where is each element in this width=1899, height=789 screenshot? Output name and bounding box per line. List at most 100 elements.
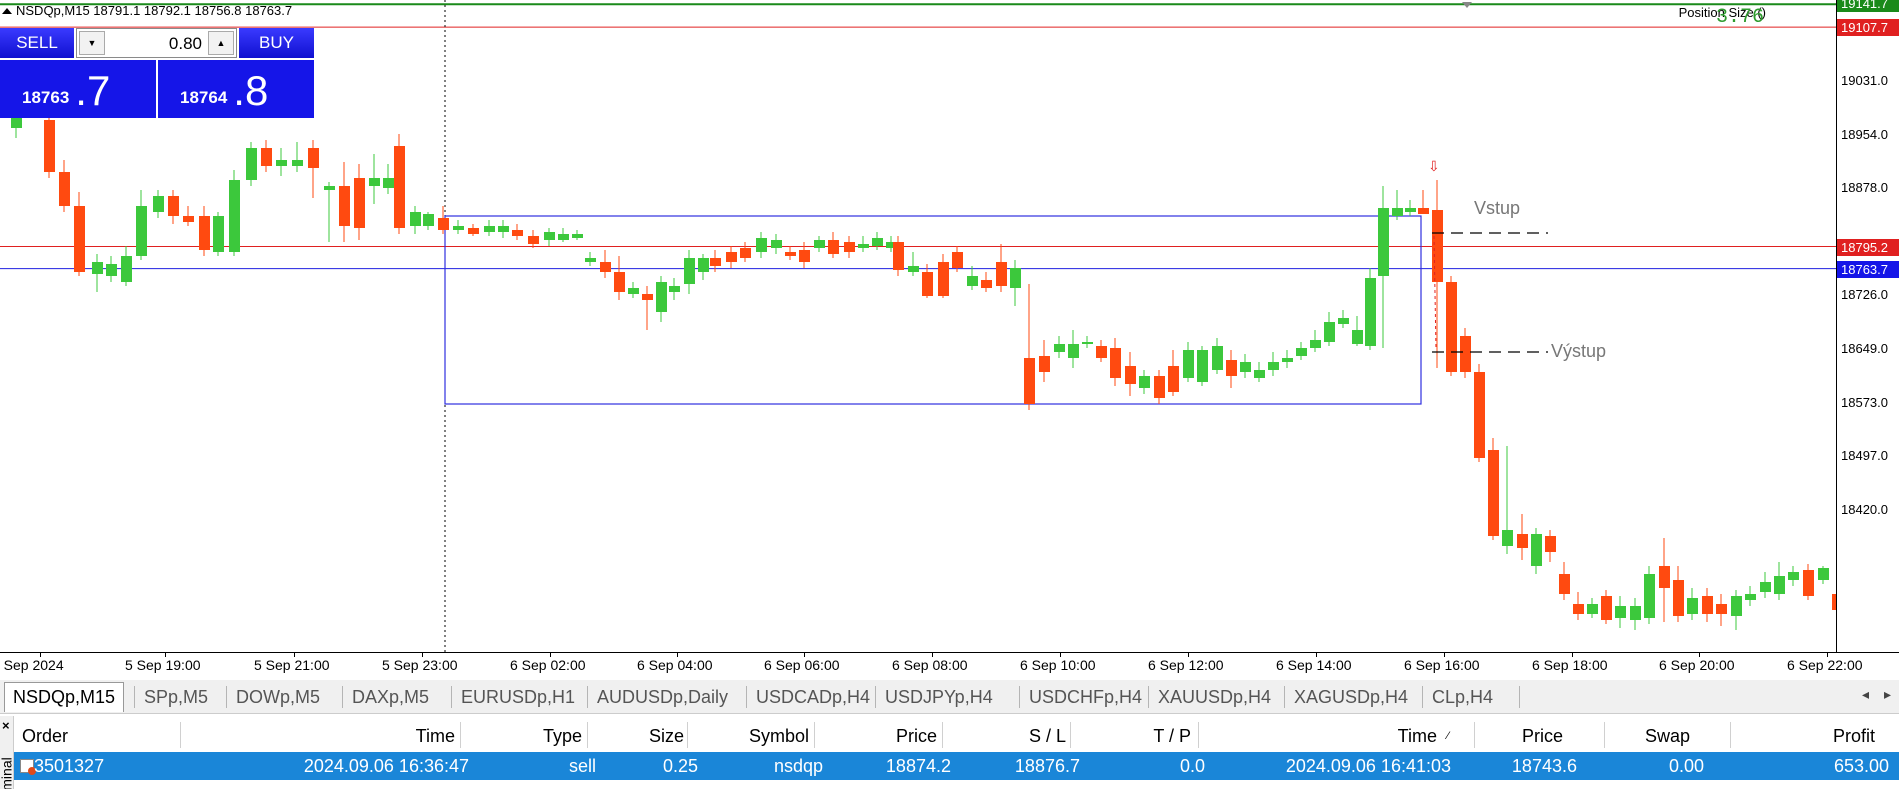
table-row[interactable]: 3501327 2024.09.06 16:36:47 sell 0.25 nsdqp 1… [14,752,1899,780]
candle-body [1788,572,1799,580]
column-header[interactable]: Price [895,726,937,746]
column-header[interactable]: Time [1397,726,1437,746]
tabs-scroll-right-icon[interactable]: ▸ [1883,686,1891,702]
candle-body [1760,582,1771,592]
symbol-tab[interactable]: XAUUSDp,H4 [1158,686,1272,707]
candle-body [1673,580,1684,616]
symbol-tab[interactable]: DOWp,M5 [236,686,321,707]
candle-body [276,160,287,166]
column-separator [942,722,943,748]
candle-body [484,226,495,232]
candle-body [1024,358,1035,404]
lot-increase-icon[interactable]: ▲ [208,31,234,55]
candle-body [1818,568,1829,580]
table-cell: 18874.2 [885,756,951,776]
candle-body [1460,336,1471,372]
time-tick-mark [1572,653,1573,657]
candle-body [1474,372,1485,458]
candle-body [1110,348,1121,378]
symbol-tab[interactable]: NSDQp,M15 [4,682,125,712]
symbol-header: NSDQp,M15 18791.1 18792.1 18756.8 18763.… [2,3,292,18]
price-axis[interactable]: 19031.0 18954.0 18878.0 18726.0 18649.0 18573… [1836,0,1899,652]
candle-body [1212,346,1223,370]
candle-body [844,242,855,252]
range-box [444,215,1422,405]
candle-body [710,258,721,266]
price-tick: 18497.0 [1841,447,1888,463]
column-separator [460,722,461,748]
symbol-tab[interactable]: EURUSDp,H1 [461,686,576,707]
time-tick: 6 Sep 08:00 [892,657,968,673]
symbol-tab[interactable]: SPp,M5 [144,686,209,707]
column-header[interactable]: Size [648,726,684,746]
candle-body [339,186,350,226]
column-header[interactable]: Type [542,726,582,746]
column-header[interactable]: T / P [1153,726,1191,746]
column-header[interactable]: Swap [1644,726,1690,746]
candle-body [1405,208,1416,212]
candle-body [1082,342,1093,344]
column-header[interactable]: Price [1521,726,1563,746]
tab-separator [134,686,135,708]
candle-body [136,206,147,256]
price-chart[interactable]: ⇩ Vstup Výstup NSDQp,M15 18791.1 18792.1 1… [0,0,1836,652]
column-separator [180,722,181,748]
symbol-tab[interactable]: USDCADp,H4 [756,686,871,707]
candle-body [1774,576,1785,594]
column-separator [1474,722,1475,748]
symbol-tab[interactable]: DAXp,M5 [352,686,430,707]
column-separator [1604,722,1605,748]
symbol-tab[interactable]: USDJPYp,H4 [885,686,993,707]
price-tick: 18649.0 [1841,341,1888,357]
tab-separator [875,686,876,708]
column-header[interactable]: Time [415,726,455,746]
tab-separator [1519,686,1520,708]
symbol-tab[interactable]: CLp,H4 [1432,686,1494,707]
tabs-scroll-left-icon[interactable]: ◂ [1861,686,1869,702]
symbol-tab[interactable]: XAGUSDp,H4 [1294,686,1409,707]
symbol-tab[interactable]: AUDUSDp,Daily [597,686,729,707]
position-size-label: Position Size () [1678,5,1766,20]
candle-body [1365,278,1376,346]
buy-price-button[interactable]: 18764 .8 [158,60,314,118]
symbol-ohlc-text: NSDQp,M15 18791.1 18792.1 18756.8 18763.… [16,3,293,18]
candle-body [952,252,963,268]
table-cell: 0.25 [662,756,698,776]
sell-button[interactable]: SELL [0,28,74,58]
column-header[interactable]: Symbol [748,726,809,746]
price-tick: 18878.0 [1841,180,1888,196]
candle-body [1601,596,1612,620]
time-tick-mark [804,653,805,657]
lot-size-stepper[interactable]: ▼ 0.80 ▲ [76,28,237,58]
sell-price-button[interactable]: 18763 .7 [0,60,156,118]
time-tick: 6 Sep 02:00 [510,657,586,673]
column-header[interactable]: Profit [1832,726,1875,746]
lot-decrease-icon[interactable]: ▼ [79,31,105,55]
tab-separator [451,686,452,708]
candle-body [1254,370,1265,378]
buy-price-main: 18764 [180,88,228,107]
time-axis[interactable]: 5 Sep 2024 5 Sep 19:00 5 Sep 21:00 5 Sep 23… [0,652,1899,678]
candle-body [828,240,839,254]
candle-body [1659,566,1670,588]
lot-size-value[interactable]: 0.80 [168,34,202,53]
collapse-triangle-icon[interactable] [2,7,12,14]
candle-body [1096,346,1107,358]
price-tick: 18420.0 [1841,502,1888,517]
candle-body [106,264,117,276]
column-header[interactable]: Order [22,726,69,746]
candle-body [292,160,303,166]
candle-body [858,244,869,248]
tab-separator [746,686,747,708]
position-size-value: 3.76 [1715,6,1764,29]
candle-body [261,148,272,166]
candle-body [814,240,825,248]
close-icon[interactable]: × [2,718,10,733]
buy-button[interactable]: BUY [239,28,314,58]
candle-body [1832,594,1836,610]
symbol-tab[interactable]: USDCHFp,H4 [1029,686,1143,707]
candle-body [669,286,680,292]
column-header[interactable]: S / L [1028,726,1066,746]
candle-body [1418,208,1429,214]
